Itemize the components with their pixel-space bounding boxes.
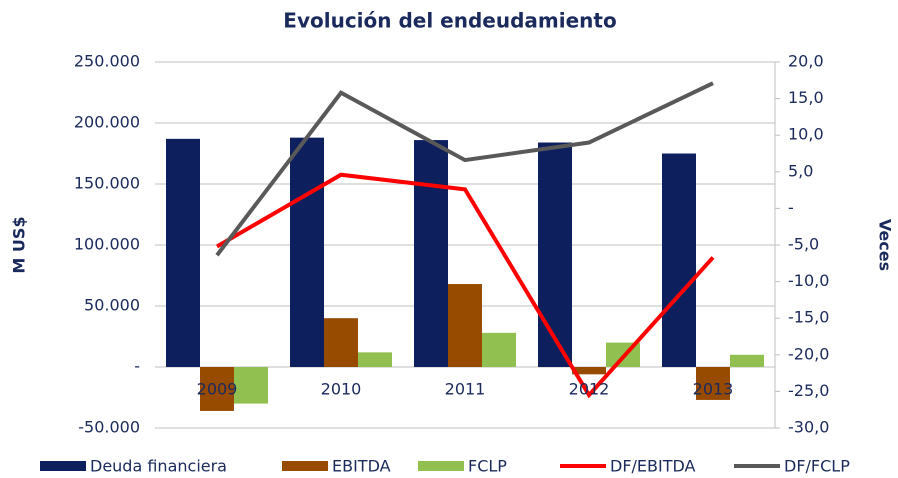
y2-tick-label: 5,0 [788, 161, 813, 180]
bar [482, 332, 516, 367]
bar [696, 367, 730, 400]
legend-label: EBITDA [332, 457, 391, 476]
y2-tick-label: -30,0 [788, 418, 829, 437]
bar [572, 367, 606, 375]
bar [324, 318, 358, 367]
x-tick-label: 2013 [693, 380, 734, 399]
y2-tick-label: -25,0 [788, 381, 829, 400]
legend-swatch [418, 461, 464, 471]
y-tick-label: 100.000 [74, 235, 140, 254]
y-tick-label: 200.000 [74, 113, 140, 132]
legend-label: DF/EBITDA [610, 457, 696, 476]
bar [448, 284, 482, 367]
y2-tick-label: -5,0 [788, 235, 819, 254]
y-tick-label: 50.000 [84, 296, 140, 315]
y2-tick-label: -20,0 [788, 344, 829, 363]
bar [200, 367, 234, 411]
bar [166, 138, 200, 367]
legend-swatch [40, 461, 86, 471]
y2-axis-label: Veces [876, 219, 895, 271]
legend-label: Deuda financiera [90, 457, 227, 476]
legend-swatch [282, 461, 328, 471]
bar [290, 137, 324, 367]
x-tick-label: 2012 [569, 380, 610, 399]
y2-tick-label: - [788, 198, 794, 217]
y2-tick-label: -15,0 [788, 308, 829, 327]
y2-tick-label: 15,0 [788, 88, 824, 107]
line [215, 172, 715, 399]
x-tick-label: 2009 [197, 380, 238, 399]
y-tick-label: -50.000 [78, 418, 140, 437]
bar [538, 142, 572, 367]
y2-tick-label: 10,0 [788, 125, 824, 144]
bar [662, 153, 696, 367]
y2-tick-label: -10,0 [788, 271, 829, 290]
bar [730, 354, 764, 367]
legend-label: DF/FCLP [784, 457, 850, 476]
bar [414, 140, 448, 367]
chart-title: Evolución del endeudamiento [283, 9, 616, 33]
y-axis-label: M US$ [10, 216, 29, 273]
y-tick-label: 250.000 [74, 52, 140, 71]
y-tick-label: - [134, 357, 140, 376]
y-tick-label: 150.000 [74, 174, 140, 193]
bar [234, 367, 268, 404]
line [215, 81, 714, 257]
y2-tick-label: 20,0 [788, 52, 824, 71]
bar [358, 352, 392, 367]
x-tick-label: 2010 [321, 380, 362, 399]
x-tick-label: 2011 [445, 380, 486, 399]
legend-label: FCLP [468, 457, 507, 476]
